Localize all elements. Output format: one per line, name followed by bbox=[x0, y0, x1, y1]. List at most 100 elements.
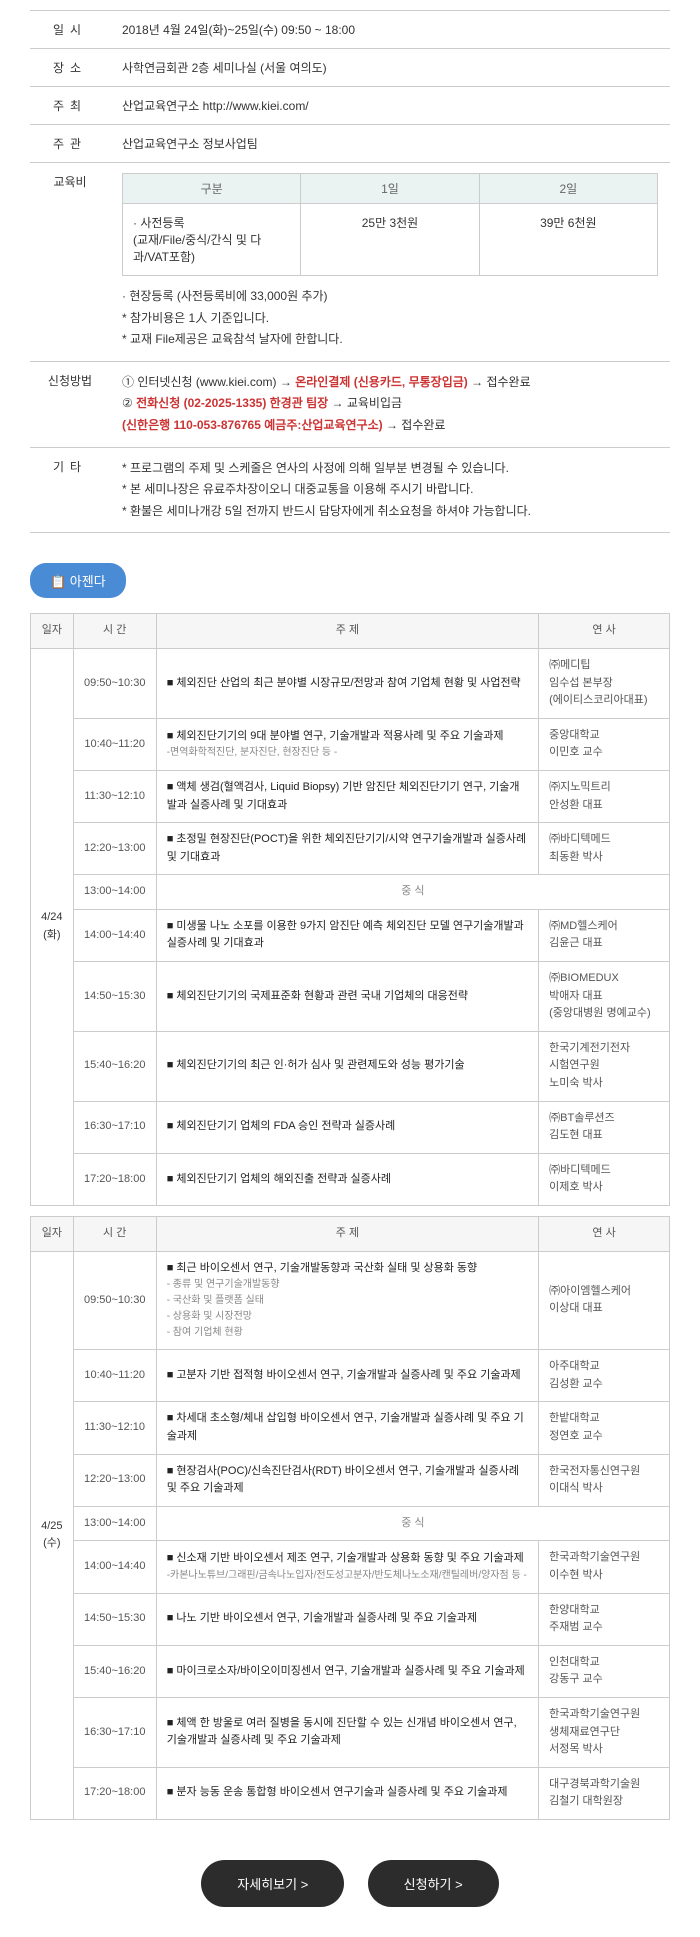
schedule-time-cell: 16:30~17:10 bbox=[73, 1697, 156, 1767]
schedule-speaker-cell: 인천대학교 강동구 교수 bbox=[539, 1645, 670, 1697]
schedule-topic-cell: ■ 초정밀 현장진단(POCT)을 위한 체외진단기기/시약 연구기술개발과 실… bbox=[156, 823, 538, 875]
schedule-row: 17:20~18:00■ 분자 능동 운송 통합형 바이오센서 연구기술과 실증… bbox=[31, 1767, 670, 1819]
schedule-time-cell: 12:20~13:00 bbox=[73, 1454, 156, 1506]
apply-line: ② 전화신청 (02-2025-1335) 한경관 팀장 → 교육비입금 bbox=[122, 393, 658, 415]
schedule-speaker-cell: ㈜지노믹트리 안성환 대표 bbox=[539, 770, 670, 822]
schedule-time-cell: 14:00~14:40 bbox=[73, 1541, 156, 1593]
apply-button[interactable]: 신청하기 > bbox=[368, 1860, 499, 1907]
schedule-row: 13:00~14:00중 식 bbox=[31, 1506, 670, 1541]
schedule-time-cell: 11:30~12:10 bbox=[73, 770, 156, 822]
agenda-tab: 📋 아젠다 bbox=[30, 563, 126, 598]
etc-note: * 본 세미나장은 유료주차장이오니 대중교통을 이용해 주시기 바랍니다. bbox=[122, 479, 658, 501]
info-place-value: 사학연금회관 2층 세미나실 (서울 여의도) bbox=[110, 49, 670, 87]
schedule-row: 16:30~17:10■ 체외진단기기 업체의 FDA 승인 전략과 실증사례㈜… bbox=[31, 1101, 670, 1153]
fee-notes: · 현장등록 (사전등록비에 33,000원 추가) * 참가비용은 1人 기준… bbox=[122, 286, 658, 351]
schedule-break-cell: 중 식 bbox=[156, 1506, 669, 1541]
schedule-speaker-cell: 한밭대학교 정연호 교수 bbox=[539, 1402, 670, 1454]
schedule-day1: 일자 시 간 주 제 연 사 4/24 (화)09:50~10:30■ 체외진단… bbox=[30, 613, 670, 1206]
schedule-topic-cell: ■ 체외진단 산업의 최근 분야별 시장규모/전망과 참여 기업체 현황 및 사… bbox=[156, 648, 538, 718]
schedule-speaker-cell: ㈜아이엠헬스케어 이상대 대표 bbox=[539, 1251, 670, 1350]
schedule-row: 17:20~18:00■ 체외진단기기 업체의 해외진출 전략과 실증사례㈜바디… bbox=[31, 1153, 670, 1205]
info-fee-label: 교육비 bbox=[30, 163, 110, 362]
schedule-speaker-cell: 한국전자통신연구원 이대식 박사 bbox=[539, 1454, 670, 1506]
fee-note: * 참가비용은 1人 기준입니다. bbox=[122, 308, 658, 330]
schedule-row: 12:20~13:00■ 현장검사(POC)/신속진단검사(RDT) 바이오센서… bbox=[31, 1454, 670, 1506]
schedule-speaker-cell: ㈜BIOMEDUX 박애자 대표 (중앙대병원 명예교수) bbox=[539, 962, 670, 1032]
schedule-topic-cell: ■ 체외진단기기 업체의 FDA 승인 전략과 실증사례 bbox=[156, 1101, 538, 1153]
apply-line: ① 인터넷신청 (www.kiei.com) → 온라인결제 (신용카드, 무통… bbox=[122, 372, 658, 394]
schedule-row: 11:30~12:10■ 액체 생검(혈액검사, Liquid Biopsy) … bbox=[31, 770, 670, 822]
info-apply-cell: ① 인터넷신청 (www.kiei.com) → 온라인결제 (신용카드, 무통… bbox=[110, 361, 670, 447]
schedule-topic-cell: ■ 체외진단기기의 국제표준화 현황과 관련 국내 기업체의 대응전략 bbox=[156, 962, 538, 1032]
info-date-value: 2018년 4월 24일(화)~25일(수) 09:50 ~ 18:00 bbox=[110, 11, 670, 49]
schedule-topic-cell: ■ 액체 생검(혈액검사, Liquid Biopsy) 기반 암진단 체외진단… bbox=[156, 770, 538, 822]
schedule-speaker-cell: 한국과학기술연구원 이수현 박사 bbox=[539, 1541, 670, 1593]
fee-sub-table: 구분 1일 2일 · 사전등록 (교재/File/중식/간식 및 다과/VAT포… bbox=[122, 173, 658, 276]
schedule-time-cell: 17:20~18:00 bbox=[73, 1767, 156, 1819]
schedule-topic-cell: ■ 최근 바이오센서 연구, 기술개발동향과 국산화 실태 및 상용화 동향- … bbox=[156, 1251, 538, 1350]
fee-row-label: · 사전등록 (교재/File/중식/간식 및 다과/VAT포함) bbox=[123, 204, 301, 276]
schedule-row: 14:50~15:30■ 나노 기반 바이오센서 연구, 기술개발과 실증사례 … bbox=[31, 1593, 670, 1645]
schedule-topic-cell: ■ 체액 한 방울로 여러 질병을 동시에 진단할 수 있는 신개념 바이오센서… bbox=[156, 1697, 538, 1767]
schedule-row: 4/24 (화)09:50~10:30■ 체외진단 산업의 최근 분야별 시장규… bbox=[31, 648, 670, 718]
schedule-time-cell: 09:50~10:30 bbox=[73, 648, 156, 718]
schedule-topic-cell: ■ 신소재 기반 바이오센서 제조 연구, 기술개발과 상용화 동향 및 주요 … bbox=[156, 1541, 538, 1593]
sched-h-time: 시 간 bbox=[73, 614, 156, 649]
info-etc-cell: * 프로그램의 주제 및 스케줄은 연사의 사정에 의해 일부분 변경될 수 있… bbox=[110, 447, 670, 533]
info-date-label: 일시 bbox=[30, 11, 110, 49]
schedule-time-cell: 15:40~16:20 bbox=[73, 1031, 156, 1101]
etc-note: * 프로그램의 주제 및 스케줄은 연사의 사정에 의해 일부분 변경될 수 있… bbox=[122, 458, 658, 480]
fee-h2: 2일 bbox=[479, 174, 657, 204]
schedule-row: 14:50~15:30■ 체외진단기기의 국제표준화 현황과 관련 국내 기업체… bbox=[31, 962, 670, 1032]
schedule-time-cell: 10:40~11:20 bbox=[73, 718, 156, 770]
fee-h0: 구분 bbox=[123, 174, 301, 204]
schedule-topic-cell: ■ 차세대 초소형/체내 삽입형 바이오센서 연구, 기술개발과 실증사례 및 … bbox=[156, 1402, 538, 1454]
schedule-break-cell: 중 식 bbox=[156, 875, 669, 910]
etc-note: * 환불은 세미나개강 5일 전까지 반드시 담당자에게 취소요청을 하셔야 가… bbox=[122, 501, 658, 523]
fee-day1: 25만 3천원 bbox=[301, 204, 479, 276]
schedule-time-cell: 12:20~13:00 bbox=[73, 823, 156, 875]
schedule-time-cell: 16:30~17:10 bbox=[73, 1101, 156, 1153]
schedule-speaker-cell: ㈜MD헬스케어 김윤근 대표 bbox=[539, 909, 670, 961]
info-fee-cell: 구분 1일 2일 · 사전등록 (교재/File/중식/간식 및 다과/VAT포… bbox=[110, 163, 670, 362]
schedule-date-cell: 4/24 (화) bbox=[31, 648, 74, 1205]
schedule-topic-cell: ■ 고분자 기반 접적형 바이오센서 연구, 기술개발과 실증사례 및 주요 기… bbox=[156, 1350, 538, 1402]
schedule-day2: 일자 시 간 주 제 연 사 4/25 (수)09:50~10:30■ 최근 바… bbox=[30, 1216, 670, 1820]
schedule-topic-cell: ■ 마이크로소자/바이오이미징센서 연구, 기술개발과 실증사례 및 주요 기술… bbox=[156, 1645, 538, 1697]
schedule-topic-cell: ■ 체외진단기기의 9대 분야별 연구, 기술개발과 적용사례 및 주요 기술과… bbox=[156, 718, 538, 770]
detail-button[interactable]: 자세히보기 > bbox=[201, 1860, 344, 1907]
schedule-time-cell: 10:40~11:20 bbox=[73, 1350, 156, 1402]
sched-h-date: 일자 bbox=[31, 1217, 74, 1252]
info-host-value: 산업교육연구소 http://www.kiei.com/ bbox=[110, 87, 670, 125]
info-place-label: 장소 bbox=[30, 49, 110, 87]
info-apply-label: 신청방법 bbox=[30, 361, 110, 447]
schedule-speaker-cell: 아주대학교 김성환 교수 bbox=[539, 1350, 670, 1402]
schedule-topic-cell: ■ 분자 능동 운송 통합형 바이오센서 연구기술과 실증사례 및 주요 기술과… bbox=[156, 1767, 538, 1819]
schedule-topic-cell: ■ 현장검사(POC)/신속진단검사(RDT) 바이오센서 연구, 기술개발과 … bbox=[156, 1454, 538, 1506]
schedule-speaker-cell: ㈜바디텍메드 이제호 박사 bbox=[539, 1153, 670, 1205]
schedule-row: 14:00~14:40■ 미생물 나노 소포를 이용한 9가지 암진단 예측 체… bbox=[31, 909, 670, 961]
schedule-speaker-cell: 중앙대학교 이민호 교수 bbox=[539, 718, 670, 770]
schedule-row: 13:00~14:00중 식 bbox=[31, 875, 670, 910]
info-org-value: 산업교육연구소 정보사업팀 bbox=[110, 125, 670, 163]
schedule-speaker-cell: ㈜바디텍메드 최동환 박사 bbox=[539, 823, 670, 875]
schedule-row: 16:30~17:10■ 체액 한 방울로 여러 질병을 동시에 진단할 수 있… bbox=[31, 1697, 670, 1767]
schedule-speaker-cell: ㈜BT솔루션즈 김도현 대표 bbox=[539, 1101, 670, 1153]
schedule-topic-cell: ■ 나노 기반 바이오센서 연구, 기술개발과 실증사례 및 주요 기술과제 bbox=[156, 1593, 538, 1645]
fee-day2: 39만 6천원 bbox=[479, 204, 657, 276]
schedule-topic-cell: ■ 체외진단기기 업체의 해외진출 전략과 실증사례 bbox=[156, 1153, 538, 1205]
schedule-speaker-cell: 한국과학기술연구원 생체재료연구단 서정목 박사 bbox=[539, 1697, 670, 1767]
info-host-label: 주최 bbox=[30, 87, 110, 125]
schedule-speaker-cell: 한양대학교 주재범 교수 bbox=[539, 1593, 670, 1645]
sched-h-time: 시 간 bbox=[73, 1217, 156, 1252]
info-org-label: 주관 bbox=[30, 125, 110, 163]
sched-h-topic: 주 제 bbox=[156, 614, 538, 649]
schedule-time-cell: 17:20~18:00 bbox=[73, 1153, 156, 1205]
schedule-time-cell: 15:40~16:20 bbox=[73, 1645, 156, 1697]
schedule-speaker-cell: ㈜메디팁 임수섭 본부장 (에이티스코리아대표) bbox=[539, 648, 670, 718]
schedule-time-cell: 11:30~12:10 bbox=[73, 1402, 156, 1454]
schedule-speaker-cell: 대구경북과학기술원 김철기 대학원장 bbox=[539, 1767, 670, 1819]
fee-note: * 교재 File제공은 교육참석 날자에 한합니다. bbox=[122, 329, 658, 351]
schedule-time-cell: 14:50~15:30 bbox=[73, 962, 156, 1032]
schedule-row: 11:30~12:10■ 차세대 초소형/체내 삽입형 바이오센서 연구, 기술… bbox=[31, 1402, 670, 1454]
